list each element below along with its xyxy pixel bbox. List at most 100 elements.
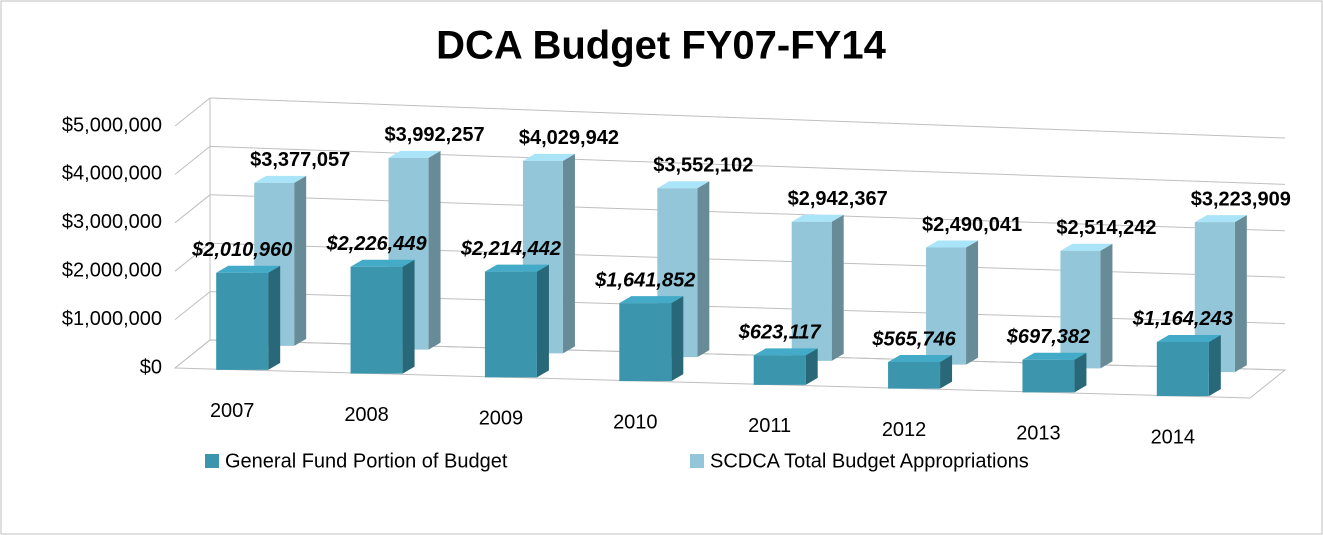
data-label: $565,746 [871,328,956,350]
legend-swatch [690,454,704,468]
bar [888,355,953,389]
x-tick-label: 2008 [344,404,389,426]
bar [619,296,684,382]
data-label: $697,382 [1006,326,1090,348]
bar-top [522,153,575,161]
x-tick-label: 2009 [479,408,524,430]
bar-side [402,259,415,374]
bar-top [1022,352,1087,360]
bar-front [1156,341,1209,397]
bar-side [831,214,844,361]
bar [388,150,441,350]
data-label: $2,214,442 [460,238,561,260]
x-tick-label: 2013 [1016,423,1061,445]
bar-side [536,264,549,378]
bar-side [697,181,710,358]
y-tick-label: $3,000,000 [62,211,162,233]
bar-front [791,221,832,361]
bar-side [1074,352,1087,393]
bar [350,259,415,374]
data-label: $2,514,242 [1056,217,1156,239]
bar [216,265,281,370]
data-label: $3,552,102 [653,155,753,177]
bar-side [562,153,575,354]
x-tick-label: 2011 [748,415,791,437]
data-label: $623,117 [738,322,822,344]
bar [484,264,549,378]
y-tick-label: $2,000,000 [62,259,162,281]
y-tick-label: $1,000,000 [62,308,162,330]
bar [753,348,818,385]
chart-title: DCA Budget FY07-FY14 [436,24,886,68]
side-grid-line [174,194,211,224]
bar-side [1100,243,1113,369]
bar-side [671,296,684,382]
bar-side [805,348,818,385]
data-label: $3,223,909 [1191,188,1291,210]
bar-top [619,296,684,304]
data-label: $1,164,243 [1132,308,1233,330]
bar [1060,243,1113,369]
bar [1156,334,1221,397]
bar-top [888,355,953,363]
grid-line [209,145,1286,185]
bar-side [428,150,441,350]
data-label: $1,641,852 [594,269,695,291]
side-grid-line [174,242,211,272]
bar-top [791,214,844,222]
y-tick-label: $4,000,000 [62,163,162,185]
bar-top [657,181,710,189]
x-tick-label: 2014 [1151,426,1196,448]
bar-top [753,348,818,356]
y-tick-label: $0 [140,356,162,378]
side-grid-line [174,146,211,175]
bar [791,214,844,361]
data-label: $2,010,960 [191,239,292,261]
bar-side [294,175,307,346]
bar-top [1060,243,1113,251]
data-label: $2,942,367 [788,188,888,210]
bar-side [268,265,281,370]
grid-line [209,97,1286,139]
bar-front [753,355,806,385]
data-label: $2,226,449 [326,233,428,255]
bar [1194,215,1247,373]
bar-front [484,271,537,378]
side-grid-line [174,97,211,127]
side-grid-line [174,291,211,320]
bar-top [926,240,979,248]
data-label: $3,992,257 [385,124,485,146]
bar-top [350,259,415,267]
bar-front [1060,250,1101,369]
bar-side [1208,334,1221,397]
bar-side [940,355,953,389]
bar-top [484,264,549,272]
x-tick-label: 2007 [210,400,255,422]
bar-front [926,247,967,365]
legend-label: General Fund Portion of Budget [225,450,508,472]
bar-side [1234,215,1247,373]
bar [1022,352,1087,393]
data-label: $3,377,057 [250,149,350,171]
x-tick-label: 2012 [882,419,927,441]
bar-top [388,150,441,158]
legend-swatch [205,454,219,468]
bar-front [350,266,403,374]
bar-front [1022,359,1075,393]
side-grid-line [174,339,211,369]
bar-top [216,265,281,273]
bar-front [888,362,941,389]
bar-top [1156,334,1221,342]
bar-side [966,240,979,365]
bar [926,240,979,365]
bar-front [619,303,672,382]
x-tick-label: 2010 [613,411,658,433]
bar-top [1194,215,1247,223]
data-label: $4,029,942 [519,127,619,149]
bar-front [216,272,269,370]
legend-label: SCDCA Total Budget Appropriations [710,450,1029,472]
y-tick-label: $5,000,000 [62,114,162,136]
data-label: $2,490,041 [922,214,1022,236]
bar-front [1194,222,1235,373]
